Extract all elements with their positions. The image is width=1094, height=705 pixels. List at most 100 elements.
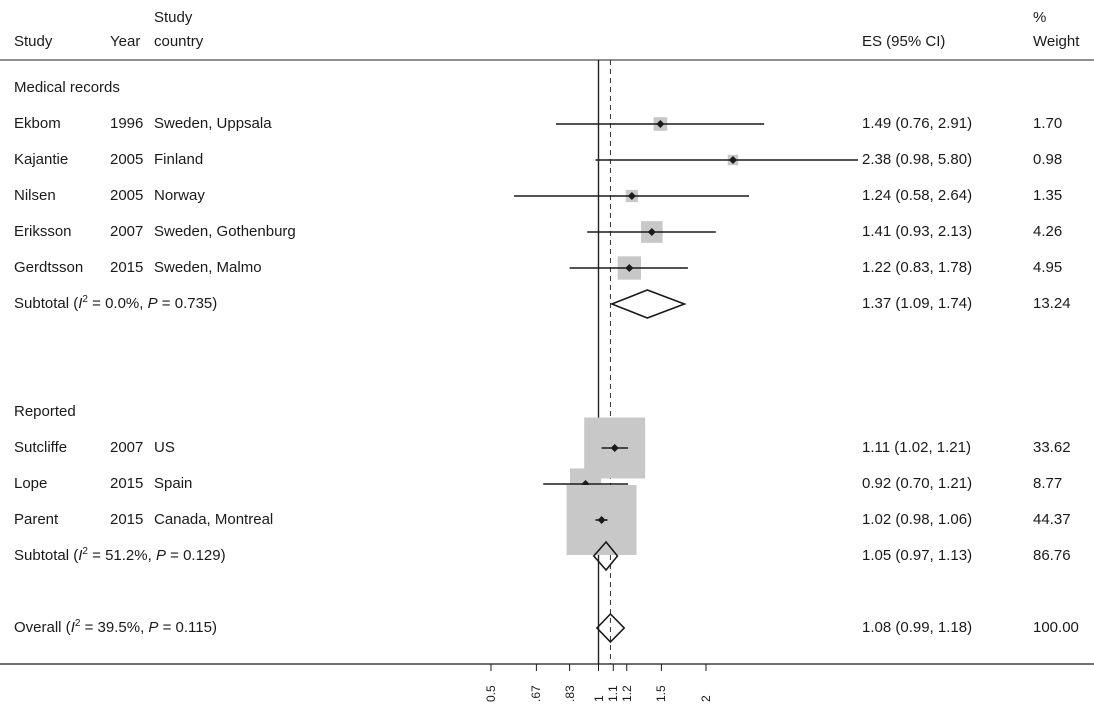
header-es: ES (95% CI) (862, 33, 946, 50)
group-1-subtotal-label-eq1: = (87, 547, 106, 564)
overall-label-p-value: 0.115 (175, 619, 212, 636)
group-0-study-0-year: 1996 (110, 115, 144, 132)
group-1-study-2-year: 2015 (110, 511, 144, 528)
x-tick-label-5: 1.2 (619, 685, 634, 702)
overall-label-prefix: Overall (14, 619, 62, 636)
overall-diamond (595, 612, 626, 644)
overall-label-p-letter: P (148, 619, 159, 636)
overall-label-paren-open: ( (61, 619, 71, 636)
header-weight-line1: % (1033, 9, 1047, 26)
group-1-study-0-year: 2007 (110, 439, 144, 456)
overall-label-eq2: = (158, 619, 176, 636)
group-1-subtotal-label: Subtotal (I2 = 51.2%, P = 0.129) (14, 547, 226, 565)
group-1-subtotal-label-prefix: Subtotal (14, 547, 70, 564)
x-tick-label-1: .67 (529, 685, 544, 702)
overall-weight: 100.00 (1033, 619, 1079, 636)
group-0-study-3-name: Eriksson (14, 223, 72, 240)
group-1-subtotal-label-p-letter: P (155, 547, 166, 564)
group-1-subtotal-label-i-letter: I (78, 547, 83, 564)
group-0-subtotal-label: Subtotal (I2 = 0.0%, P = 0.735) (14, 295, 217, 313)
group-0-study-2-country: Norway (154, 187, 205, 204)
group-1-title: Reported (14, 403, 76, 420)
x-tick-label-7: 2 (699, 695, 713, 702)
overall-label: Overall (I2 = 39.5%, P = 0.115) (14, 619, 217, 637)
group-0-subtotal-label-p-value: 0.735 (174, 295, 213, 312)
group-0-subtotal-label-paren-close: ) (212, 295, 218, 312)
group-0-study-1-year: 2005 (110, 151, 144, 168)
group-0-study-4-weight: 4.95 (1033, 259, 1063, 276)
group-0-study-0-es-ci: 1.49 (0.76, 2.91) (862, 115, 973, 132)
group-1-study-2-weight: 44.37 (1033, 511, 1071, 528)
group-0-study-1-name: Kajantie (14, 151, 69, 168)
group-0-subtotal-es-ci: 1.37 (1.09, 1.74) (862, 295, 973, 312)
x-tick-label-3: 1 (591, 695, 606, 702)
group-1-study-0-es-ci: 1.11 (1.02, 1.21) (862, 439, 971, 456)
group-0-study-0-name: Ekbom (14, 115, 61, 132)
group-0-study-2-es-ci: 1.24 (0.58, 2.64) (862, 187, 973, 204)
group-1-study-0-country: US (154, 439, 175, 456)
overall-label-paren-close: ) (211, 619, 217, 636)
group-1-study-0-point (610, 444, 619, 452)
group-0-study-4-es-ci: 1.22 (0.83, 1.78) (862, 259, 973, 276)
group-1-study-1-year: 2015 (110, 475, 144, 492)
header-study-country-line1: Study (154, 9, 193, 26)
group-1-subtotal-label-paren-open: ( (69, 547, 79, 564)
group-0-subtotal-label-eq2: = (157, 295, 175, 312)
group-1-study-2-name: Parent (14, 511, 59, 528)
group-0-study-3-weight: 4.26 (1033, 223, 1063, 240)
group-1-study-0-weight: 33.62 (1033, 439, 1071, 456)
group-0-study-3-point (647, 228, 656, 236)
group-0-subtotal-label-i-sup: 2 (82, 294, 88, 305)
group-0-study-1-weight: 0.98 (1033, 151, 1063, 168)
group-1-study-1-es-ci: 0.92 (0.70, 1.21) (862, 475, 973, 492)
group-1-subtotal-label-comma: , (147, 547, 156, 564)
group-0-study-0-country: Sweden, Uppsala (154, 115, 272, 132)
header-study: Study (14, 33, 53, 50)
group-1-subtotal-label-i-sup: 2 (82, 546, 88, 557)
group-0-study-4-name: Gerdtsson (14, 259, 84, 276)
group-0-title: Medical records (14, 79, 120, 96)
group-0-study-2-weight: 1.35 (1033, 187, 1063, 204)
group-1-subtotal-es-ci: 1.05 (0.97, 1.13) (862, 547, 973, 564)
header-study-country-line2: country (154, 33, 204, 50)
group-0-subtotal-label-i-letter: I (78, 295, 83, 312)
x-tick-label-2: .83 (562, 685, 577, 702)
header-weight-line2: Weight (1033, 33, 1080, 50)
overall-label-i2-value: 39.5% (97, 619, 141, 636)
group-1-subtotal-weight: 86.76 (1033, 547, 1071, 564)
group-1-study-0-name: Sutcliffe (14, 439, 68, 456)
group-0-study-1-point (728, 156, 737, 164)
group-0-study-3-year: 2007 (110, 223, 144, 240)
overall-label-comma: , (140, 619, 149, 636)
x-tick-label-0: 0.5 (484, 685, 498, 702)
group-0-study-2-name: Nilsen (14, 187, 56, 204)
x-tick-label-6: 1.5 (654, 685, 669, 702)
group-1-study-2-point (597, 516, 606, 524)
group-0-study-3-country: Sweden, Gothenburg (154, 223, 296, 240)
group-1-subtotal-label-eq2: = (165, 547, 184, 564)
group-1-study-1-country: Spain (154, 475, 193, 492)
group-1-subtotal-label-paren-close: ) (220, 547, 226, 564)
group-1-subtotal-label-p-value: 0.129 (183, 547, 221, 564)
group-0-study-0-weight: 1.70 (1033, 115, 1063, 132)
group-0-study-4-year: 2015 (110, 259, 144, 276)
group-1-study-2-country: Canada, Montreal (154, 511, 274, 528)
group-0-study-3-es-ci: 1.41 (0.93, 2.13) (862, 223, 973, 240)
group-0-subtotal-label-p-letter: P (147, 295, 158, 312)
group-1-subtotal-label-i2-value: 51.2% (105, 547, 148, 564)
group-0-subtotal-label-paren-open: ( (69, 295, 79, 312)
group-0-study-2-year: 2005 (110, 187, 144, 204)
group-0-subtotal-diamond (609, 289, 687, 319)
overall-label-i-letter: I (70, 619, 75, 636)
group-0-study-1-country: Finland (154, 151, 204, 168)
overall-label-eq1: = (80, 619, 98, 636)
header-year: Year (110, 33, 141, 50)
group-0-subtotal-label-eq1: = (87, 295, 106, 312)
group-1-study-2-es-ci: 1.02 (0.98, 1.06) (862, 511, 973, 528)
group-1-study-1-name: Lope (14, 475, 48, 492)
group-1-study-1-weight: 8.77 (1033, 475, 1063, 492)
group-0-subtotal-label-prefix: Subtotal (14, 295, 70, 312)
group-1-subtotal-diamond (592, 540, 619, 572)
group-0-subtotal-label-comma: , (139, 295, 148, 312)
